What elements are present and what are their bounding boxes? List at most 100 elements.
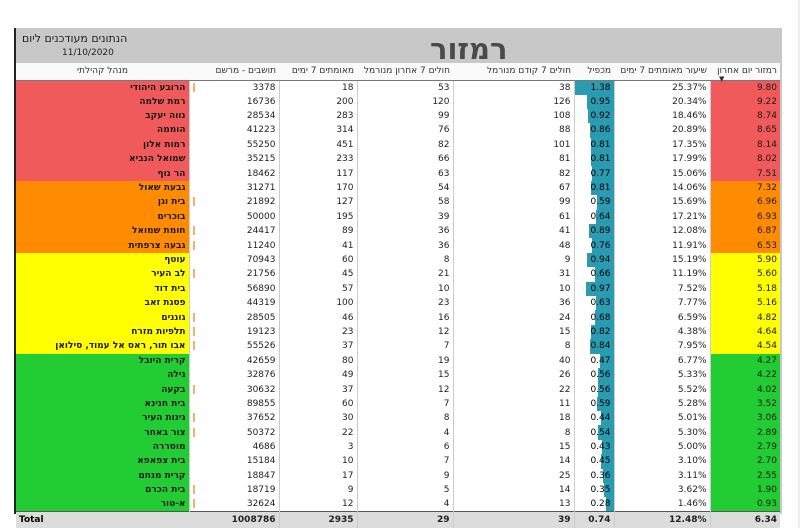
cell-multiplier: 0.63 — [574, 295, 615, 311]
cell-population: 15184 — [189, 454, 280, 469]
table-row[interactable]: רמת שלמה 16736 200 120 126 0.95 20.34% 9.22 — [16, 94, 780, 109]
cell-score: 3.52 — [709, 396, 780, 412]
table-row[interactable]: נווה יעקב 28534 283 99 108 0.92 18.46% 8.74 — [16, 108, 780, 124]
multiplier-bar — [588, 224, 613, 239]
cell-population-value: 28505 — [246, 312, 276, 323]
col-header-score[interactable]: רמזור יום אחרון ▼ — [710, 63, 780, 84]
cell-confirmed: 41 — [279, 238, 358, 253]
table-row[interactable]: חומת שמואל 24417 89 36 41 0.89 12.08% 6.87 — [16, 224, 780, 239]
table-row[interactable]: בית דוד 56890 57 10 10 0.97 7.52% 5.18 — [16, 281, 780, 296]
table-row[interactable]: הרובע היהודי 3378 18 53 38 1.38 25.37% 9.80 — [16, 80, 780, 95]
cell-multiplier: 0.47 — [574, 353, 615, 368]
cell-population: 35215 — [189, 152, 280, 167]
table-row[interactable]: קרית מנחם 18847 17 9 25 0.36 3.11% 2.55 — [16, 468, 780, 484]
col-header-prev7[interactable]: חולים 7 קודם מנורמל — [453, 63, 574, 81]
cell-community: בוכרים — [16, 209, 190, 225]
cell-last7: 6 — [357, 439, 454, 455]
table-row[interactable]: הוממה 41223 314 76 88 0.86 20.89% 8.65 — [16, 123, 780, 138]
cell-prev7: 38 — [453, 80, 575, 95]
sort-desc-icon: ▼ — [719, 75, 725, 84]
cell-rate: 11.91% — [614, 238, 711, 253]
cell-prev7: 8 — [453, 425, 575, 440]
table-row[interactable]: א-טור 32624 12 4 13 0.28 1.46% 0.93 — [16, 497, 780, 512]
page-title: רמזור — [430, 32, 508, 66]
cell-population: 70943 — [189, 252, 280, 268]
cell-prev7: 18 — [453, 411, 575, 426]
table-row[interactable]: בקעה 30632 37 12 22 0.56 5.52% 4.02 — [16, 382, 780, 397]
cell-confirmed: 195 — [279, 209, 358, 225]
cell-prev7: 36 — [453, 295, 575, 311]
cell-score: 9.80 — [709, 80, 780, 95]
edge-divider — [798, 0, 800, 528]
multiplier-bar — [598, 425, 613, 440]
table-row[interactable]: אבו תור, ראס אל עמוד, סילואן 55526 37 7 8 0.8… — [16, 339, 780, 354]
table-row[interactable]: קרית היובל 42659 80 19 40 0.47 6.77% 4.27 — [16, 353, 780, 368]
data-bar — [192, 384, 195, 394]
data-bar — [192, 240, 195, 250]
table-row[interactable]: תלפיות מזרח 19123 23 12 15 0.82 4.38% 4.64 — [16, 324, 780, 340]
cell-prev7: 48 — [453, 238, 575, 253]
cell-last7: 7 — [357, 454, 454, 469]
cell-multiplier-value: 0.44 — [590, 413, 611, 424]
col-header-community[interactable]: מנהל קהילתי — [16, 63, 189, 81]
multiplier-bar — [590, 152, 613, 167]
table-row[interactable]: בית הכרם 18719 9 5 14 0.35 3.62% 1.90 — [16, 483, 780, 498]
multiplier-bar — [590, 180, 613, 196]
cell-score: 5.18 — [709, 281, 780, 296]
cell-last7: 21 — [357, 267, 454, 282]
table-row[interactable]: בית וגן 21892 127 58 99 0.59 15.69% 6.96 — [16, 195, 780, 210]
col-header-rate[interactable]: שיעור מאומתים 7 ימים — [614, 63, 710, 81]
cell-multiplier-value: 0.77 — [590, 168, 611, 179]
cell-community: מוסררה — [16, 439, 190, 455]
cell-population: 56890 — [189, 281, 280, 296]
cell-score: 5.60 — [709, 267, 780, 282]
update-note: הנתונים מעודכנים ליום — [22, 32, 128, 45]
table-row[interactable]: לב העיר 21756 45 21 31 0.66 11.19% 5.60 — [16, 267, 780, 282]
multiplier-bar — [605, 497, 613, 512]
table-row[interactable]: גבעת שאול 31271 170 54 67 0.81 14.06% 7.32 — [16, 180, 780, 196]
table-row[interactable]: עוטף 70943 60 8 9 0.94 15.19% 5.90 — [16, 252, 780, 268]
cell-rate: 4.38% — [614, 324, 711, 340]
cell-community: נווה יעקב — [16, 108, 190, 124]
table-row[interactable]: גילה 32876 49 15 26 0.56 5.33% 4.22 — [16, 367, 780, 383]
cell-population-value: 50000 — [246, 211, 276, 222]
cell-multiplier: 0.28 — [574, 497, 615, 512]
cell-confirmed: 80 — [279, 353, 358, 368]
table-row[interactable]: שמואל הנביא 35215 233 66 81 0.81 17.99% 8.02 — [16, 152, 780, 167]
cell-rate: 15.69% — [614, 195, 711, 210]
multiplier-bar — [595, 209, 613, 225]
table-row[interactable]: גוננים 28505 46 16 24 0.68 6.59% 4.82 — [16, 310, 780, 325]
traffic-light-table: מנהל קהילתי תושבים - מרשם מאומתים 7 ימים… — [16, 63, 780, 528]
multiplier-bar — [587, 252, 613, 268]
table-row[interactable]: רמות אלון 55250 451 82 101 0.81 17.35% 8.14 — [16, 137, 780, 153]
cell-population: 50000 — [189, 209, 280, 225]
cell-confirmed: 451 — [279, 137, 358, 153]
table-row[interactable]: בוכרים 50000 195 39 61 0.64 17.21% 6.93 — [16, 209, 780, 225]
col-header-last7[interactable]: חולים 7 אחרון מנורמל — [357, 63, 453, 81]
cell-multiplier-value: 0.84 — [590, 341, 611, 352]
table-row[interactable]: פסגת זאב 44319 100 23 36 0.63 7.77% 5.16 — [16, 295, 780, 311]
cell-score: 4.82 — [709, 310, 780, 325]
table-row[interactable]: צור באחר 50372 22 4 8 0.54 5.30% 2.89 — [16, 425, 780, 440]
table-row[interactable]: מוסררה 4686 3 6 15 0.43 5.00% 2.79 — [16, 439, 780, 455]
col-header-multiplier[interactable]: מכפיל — [574, 63, 614, 81]
cell-community: חומת שמואל — [16, 224, 190, 239]
table-row[interactable]: גבעה צרפתית 11240 41 36 48 0.76 11.91% 6.53 — [16, 238, 780, 253]
table-row[interactable]: הר נוף 18462 117 63 82 0.77 15.06% 7.51 — [16, 166, 780, 181]
cell-population-value: 24417 — [246, 226, 276, 237]
cell-population: 18719 — [189, 483, 280, 498]
cell-score: 4.02 — [709, 382, 780, 397]
col-header-population[interactable]: תושבים - מרשם — [189, 63, 279, 81]
multiplier-bar — [597, 382, 613, 397]
total-row: Total 1008786 2935 29 39 0.74 12.48% 6.3… — [16, 511, 780, 528]
cell-population: 11240 — [189, 238, 280, 253]
col-header-confirmed[interactable]: מאומתים 7 ימים — [279, 63, 357, 81]
table-row[interactable]: בית צפאפא 15184 10 7 14 0.45 3.10% 2.70 — [16, 454, 780, 469]
cell-rate: 20.89% — [614, 123, 711, 138]
table-row[interactable]: גינות העיר 37652 30 8 18 0.44 5.01% 3.06 — [16, 411, 780, 426]
update-date: 11/10/2020 — [62, 48, 114, 58]
multiplier-bar — [595, 295, 613, 311]
cell-confirmed: 45 — [279, 267, 358, 282]
table-row[interactable]: בית חנינא 89855 60 7 11 0.59 5.28% 3.52 — [16, 396, 780, 412]
cell-population: 21892 — [189, 195, 280, 210]
